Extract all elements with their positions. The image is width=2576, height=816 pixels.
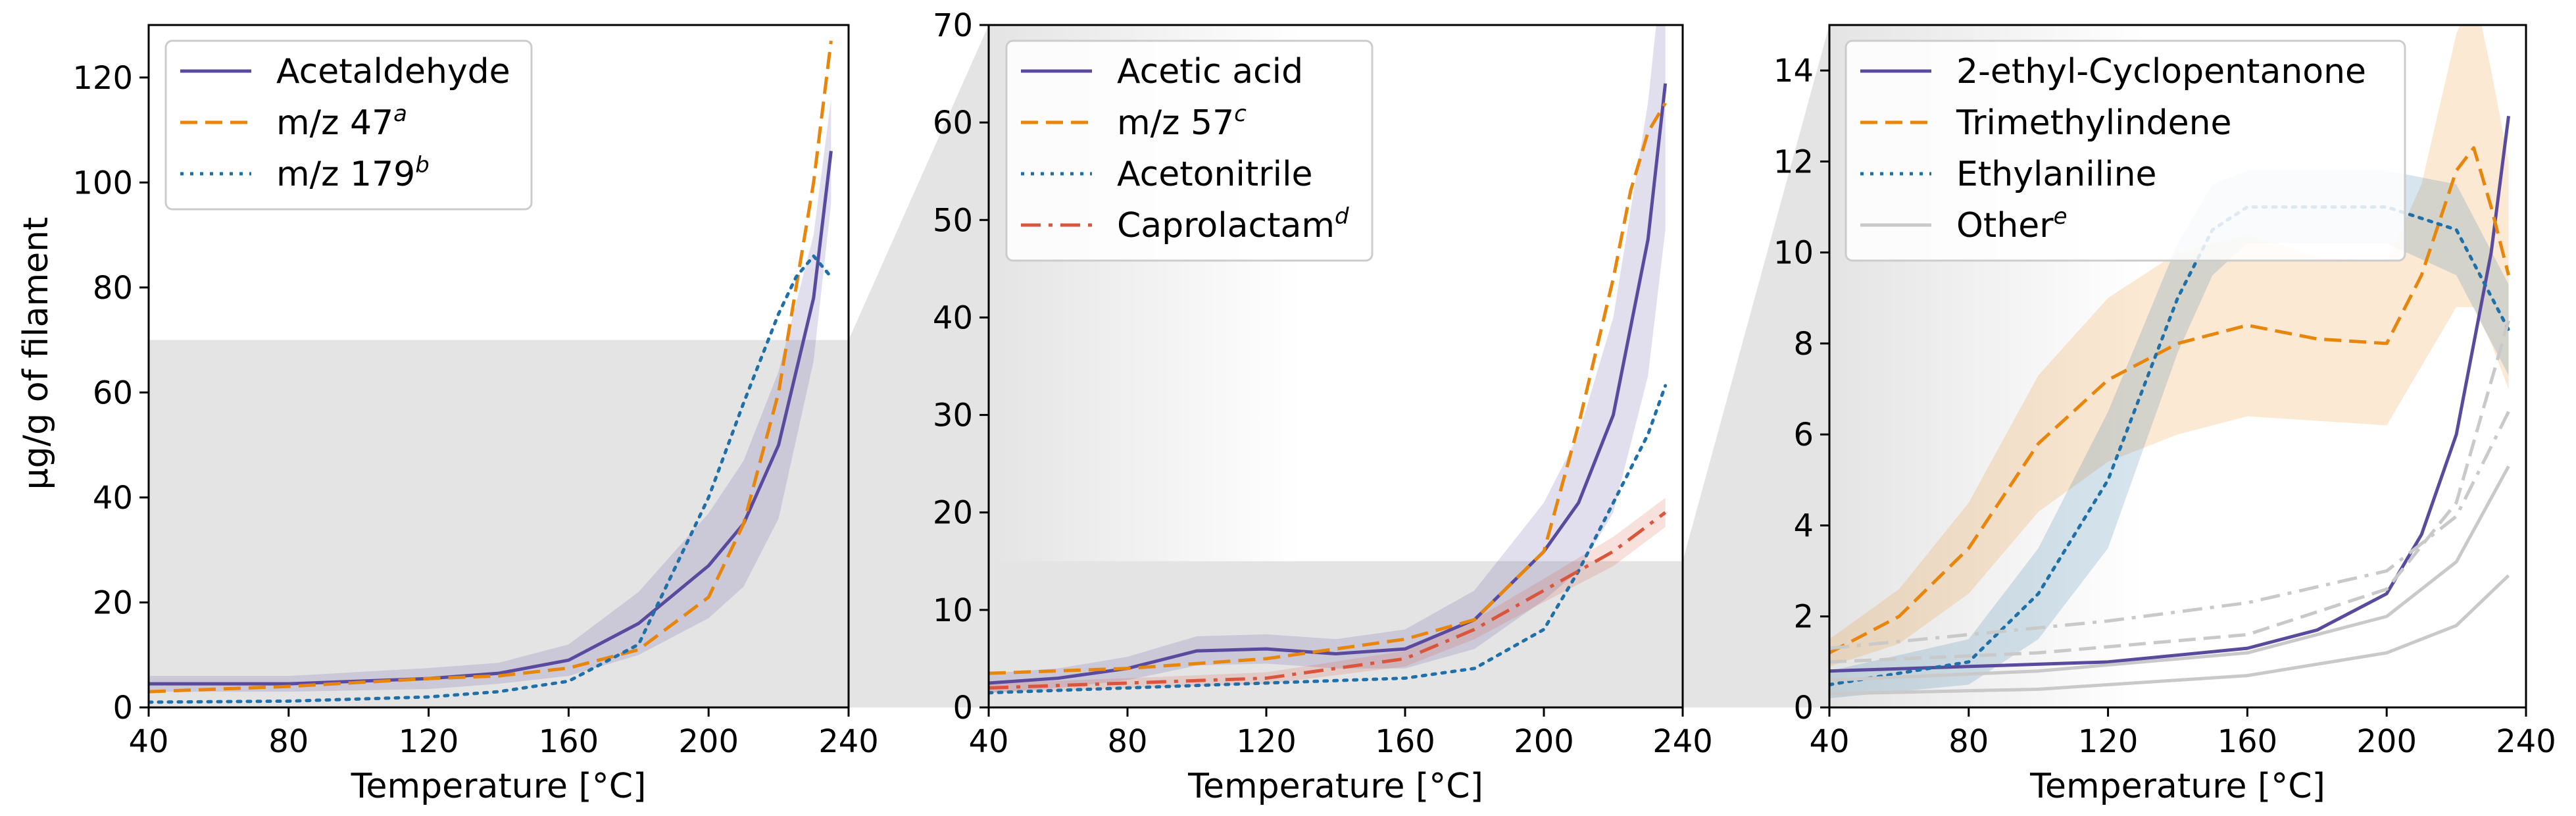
- legend: Acetaldehyde m/z 47a m/z 179b: [164, 39, 533, 211]
- zoom-connector-1: [849, 25, 989, 707]
- confidence-band-trimethylindene: [1829, 25, 2509, 667]
- y-tick-label: 6: [1793, 417, 1814, 453]
- confidence-band-caprolactam: [989, 497, 1666, 693]
- legend-label: Acetaldehyde: [276, 52, 510, 91]
- x-axis-label: Temperature [°C]: [2029, 767, 2325, 806]
- series-line-other: [1829, 574, 2510, 696]
- series-line-m-z-47: [149, 40, 833, 694]
- axes-frame: [987, 24, 1684, 709]
- x-axis-label: Temperature [°C]: [1187, 767, 1483, 806]
- x-axis-label: Temperature [°C]: [351, 767, 647, 806]
- legend-label: m/z 57c: [1117, 101, 1247, 143]
- legend-label: Acetic acid: [1117, 52, 1303, 91]
- y-tick-label: 0: [1793, 690, 1814, 727]
- plot-area: [1829, 25, 2511, 699]
- x-tick-label: 160: [1375, 723, 1435, 760]
- y-tick-label: 70: [933, 7, 973, 44]
- x-tick-label: 200: [678, 723, 739, 760]
- y-tick-label: 4: [1793, 507, 1814, 544]
- y-tick-label: 60: [93, 374, 133, 411]
- axes-frame: [147, 24, 850, 709]
- axes-frame: [1828, 24, 2527, 709]
- x-tick-label: 120: [1236, 723, 1297, 760]
- zoom-connectors: [849, 25, 1829, 707]
- y-tick-label: 0: [112, 690, 133, 727]
- y-axis-label: μg/g of filament: [16, 217, 56, 490]
- panel-2: 40 80 120 160 200 240 0 10 20 30 40 50 60 70 Temperatu…: [933, 7, 1713, 806]
- y-tick-label: 30: [933, 397, 973, 434]
- legend-label: Ethylaniline: [1956, 155, 2157, 194]
- x-tick-label: 160: [2217, 723, 2278, 760]
- y-tick-label: 0: [953, 690, 973, 727]
- x-tick-label: 80: [1948, 723, 1989, 760]
- legend-label: 2-ethyl-Cyclopentanone: [1956, 52, 2366, 91]
- y-tick-label: 50: [933, 202, 973, 239]
- zoom-connector-2: [1683, 25, 1829, 707]
- y-tick-label: 20: [93, 584, 133, 621]
- x-tick-label: 40: [968, 723, 1008, 760]
- y-tick-label: 8: [1793, 326, 1814, 363]
- x-tick-label: 240: [2496, 723, 2556, 760]
- series-line-trimethylindene: [1829, 146, 2510, 655]
- series-line-2-ethyl-cyclopentanone: [1829, 115, 2511, 673]
- x-tick-label: 120: [399, 723, 459, 760]
- legend: Acetic acid m/z 57c Acetonitrile Caprolacta…: [1005, 39, 1374, 262]
- series-line-other-6: [1829, 320, 2510, 664]
- x-tick-label: 200: [1514, 723, 1574, 760]
- series-line-m-z-57: [989, 102, 1667, 675]
- legend-label: Acetonitrile: [1117, 155, 1313, 194]
- series-line-other-5: [1829, 465, 2510, 682]
- y-tick-label: 10: [933, 592, 973, 629]
- x-tick-label: 200: [2356, 723, 2417, 760]
- panel-3: 40 80 120 160 200 240 0 2 4 6 8 10 12 14 Temperature […: [1773, 24, 2556, 806]
- y-tick-label: 20: [933, 495, 973, 532]
- x-tick-label: 80: [268, 723, 309, 760]
- series-line-caprolactam: [989, 511, 1667, 690]
- y-tick-label: 120: [72, 60, 133, 97]
- y-tick-label: 40: [933, 299, 973, 336]
- panel-1: 40 80 120 160 200 240 0 20 40 60 80 100 120 Temperatu…: [72, 24, 879, 806]
- zoom-region: [149, 340, 849, 707]
- legend-box: [164, 39, 533, 211]
- y-tick-label: 2: [1793, 599, 1814, 636]
- y-tick-label: 14: [1773, 53, 1814, 89]
- plot-area: [149, 40, 833, 704]
- x-tick-label: 240: [1652, 723, 1713, 760]
- x-tick-label: 120: [2078, 723, 2139, 760]
- x-tick-label: 80: [1107, 723, 1147, 760]
- y-tick-label: 60: [933, 105, 973, 141]
- series-line-m-z-179: [149, 254, 833, 704]
- x-tick-label: 40: [1809, 723, 1849, 760]
- y-tick-label: 12: [1773, 143, 1814, 180]
- legend: 2-ethyl-Cyclopentanone Trimethylindene Eth…: [1845, 39, 2406, 262]
- zoom-region: [989, 561, 1683, 707]
- series-line-acetonitrile: [989, 384, 1668, 695]
- y-tick-label: 40: [93, 480, 133, 517]
- legend-label: Caprolactamd: [1117, 203, 1349, 245]
- legend-label: Trimethylindene: [1956, 103, 2232, 143]
- y-tick-label: 100: [72, 165, 133, 201]
- legend-box: [1005, 39, 1374, 262]
- legend-label: m/z 47a: [276, 101, 407, 143]
- legend-label: m/z 179b: [276, 152, 430, 194]
- x-tick-label: 40: [128, 723, 168, 760]
- y-tick-label: 10: [1773, 235, 1814, 272]
- legend-box: [1845, 39, 2406, 262]
- x-tick-label: 160: [539, 723, 599, 760]
- legend-label: Othere: [1956, 203, 2068, 245]
- x-tick-label: 240: [818, 723, 879, 760]
- plot-area: [989, 25, 1668, 695]
- y-tick-label: 80: [93, 270, 133, 307]
